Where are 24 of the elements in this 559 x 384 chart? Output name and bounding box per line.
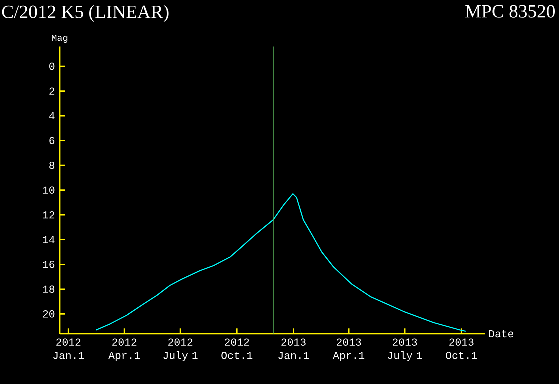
- y-tick-label: 6: [50, 137, 55, 144]
- y-tick-label: 18: [43, 286, 55, 294]
- x-tick-label: 2012 Jan.1: [54, 338, 84, 360]
- y-axis-title: Mag: [52, 35, 68, 44]
- y-tick-label: 12: [43, 212, 55, 219]
- x-tick-label: 2012 July 1: [164, 338, 198, 362]
- y-tick-label: 2: [50, 88, 55, 95]
- y-tick-label: 8: [50, 162, 55, 170]
- y-tick-label: 16: [43, 261, 55, 268]
- y-tick-label: 0: [50, 62, 55, 70]
- x-tick-label: 2012 Oct.1: [222, 338, 253, 360]
- x-axis-title: Date: [489, 330, 514, 338]
- x-tick-label: 2012 Apr.1: [108, 338, 140, 362]
- line-series: [96, 194, 466, 332]
- x-tick-label: 2013 Jan.1: [278, 338, 310, 360]
- x-tick-label: 2013 Apr.1: [333, 338, 365, 362]
- chart-title: C/2012 K5 (LINEAR): [2, 5, 169, 22]
- y-tick-label: 20: [43, 310, 55, 318]
- y-tick-label: 14: [43, 236, 55, 244]
- chart-subtitle: MPC 83520: [466, 5, 556, 18]
- y-tick-label: 10: [43, 186, 55, 194]
- x-tick-label: 2013 July 1: [388, 338, 422, 362]
- x-tick-label: 2013 Oct.1: [446, 338, 478, 360]
- y-tick-label: 4: [49, 112, 55, 120]
